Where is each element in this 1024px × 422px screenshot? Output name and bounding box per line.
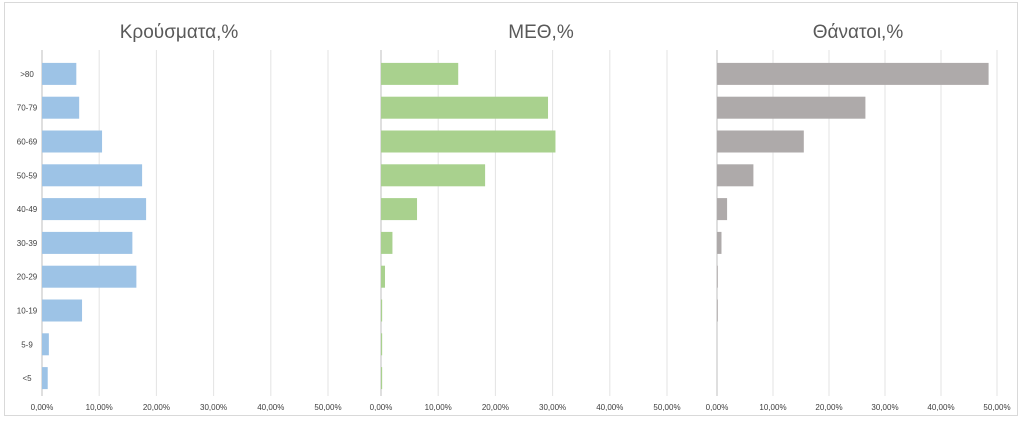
- panel-3-tick-label-1: 10,00%: [759, 403, 786, 412]
- panel-1-tick-label-3: 30,00%: [200, 403, 227, 412]
- panel-1-tick-label-2: 20,00%: [143, 403, 170, 412]
- panel-2-bar-8: [381, 333, 383, 356]
- panel-3-bar-6: [717, 265, 718, 288]
- panel-3-tick-label-3: 30,00%: [871, 403, 898, 412]
- category-label-3: 50-59: [17, 171, 38, 180]
- panel-3-bar-0: [717, 62, 989, 85]
- panel-1-tick-label-0: 0,00%: [31, 403, 54, 412]
- category-label-5: 30-39: [17, 239, 38, 248]
- panel-3-tick-label-4: 40,00%: [927, 403, 954, 412]
- category-label-2: 60-69: [17, 138, 38, 147]
- panel-1-tick-label-4: 40,00%: [257, 403, 284, 412]
- panel-2-tick-label-1: 10,00%: [425, 403, 452, 412]
- category-label-6: 20-29: [17, 273, 38, 282]
- panel-1-bar-7: [42, 299, 83, 322]
- panel-2-bar-2: [381, 130, 556, 153]
- panel-2-tick-label-3: 30,00%: [539, 403, 566, 412]
- panel-1-bar-9: [42, 367, 48, 390]
- category-label-9: <5: [22, 374, 32, 383]
- panel-2-bar-4: [381, 198, 418, 221]
- panel-3-bar-1: [717, 96, 866, 119]
- panel-2-bar-5: [381, 231, 393, 254]
- panel-1-bar-0: [42, 62, 77, 85]
- panel-2-bar-3: [381, 164, 486, 187]
- panel-3-bar-3: [717, 164, 754, 187]
- panel-2-bar-9: [381, 367, 383, 390]
- panel-3-bar-4: [717, 198, 728, 221]
- panel-1-bar-8: [42, 333, 49, 356]
- panel-1-tick-label-5: 50,00%: [314, 403, 341, 412]
- panel-3-bar-2: [717, 130, 804, 153]
- panel-1-tick-label-1: 10,00%: [86, 403, 113, 412]
- panel-1-bar-1: [42, 96, 80, 119]
- panel-2-title: ΜΕΘ,%: [508, 22, 574, 43]
- category-label-0: >80: [20, 70, 34, 79]
- panel-3-bar-7: [717, 299, 718, 322]
- panel-3-tick-label-0: 0,00%: [706, 403, 729, 412]
- panel-1-bar-2: [42, 130, 103, 153]
- category-label-8: 5-9: [21, 340, 33, 349]
- panel-2-tick-label-5: 50,00%: [653, 403, 680, 412]
- panel-3-tick-label-2: 20,00%: [815, 403, 842, 412]
- panel-2-bar-7: [381, 299, 383, 322]
- panel-3-tick-label-5: 50,00%: [983, 403, 1010, 412]
- panel-1-bar-4: [42, 198, 147, 221]
- category-label-7: 10-19: [17, 307, 38, 316]
- panel-3-bar-5: [717, 231, 722, 254]
- panel-1-bar-6: [42, 265, 137, 288]
- panel-3-title: Θάνατοι,%: [813, 22, 904, 43]
- category-label-1: 70-79: [17, 104, 38, 113]
- category-label-4: 40-49: [17, 205, 38, 214]
- panel-2-tick-label-0: 0,00%: [370, 403, 393, 412]
- panel-2-bar-0: [381, 62, 459, 85]
- panel-1-bar-3: [42, 164, 143, 187]
- panel-2-tick-label-2: 20,00%: [482, 403, 509, 412]
- panel-2-tick-label-4: 40,00%: [596, 403, 623, 412]
- panel-2-bar-6: [381, 265, 386, 288]
- panel-2-bar-1: [381, 96, 549, 119]
- panel-1-bar-5: [42, 231, 133, 254]
- panel-1-title: Κρούσματα,%: [120, 22, 239, 43]
